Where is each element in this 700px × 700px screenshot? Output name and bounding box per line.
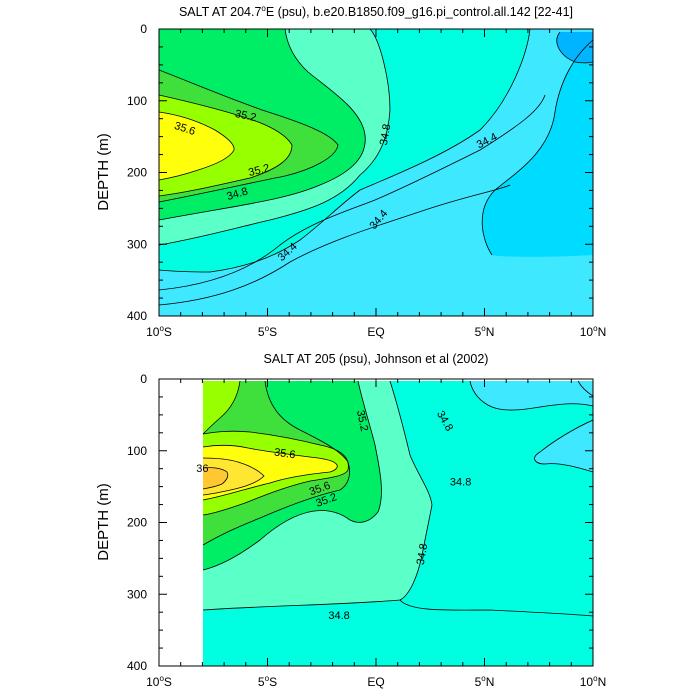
contour-label: 34.8 <box>450 477 471 489</box>
y-tick-label: 0 <box>140 372 147 386</box>
y-axis-label: DEPTH (m) <box>95 483 112 561</box>
contour-line <box>159 29 531 273</box>
contour-label: 35.2 <box>247 162 271 179</box>
x-tick-label: 5oN <box>475 324 495 339</box>
y-tick-label: 100 <box>127 94 147 108</box>
contour-line <box>159 69 339 203</box>
chart-title: SALT AT 204.7oE (psu), b.e20.B1850.f09_g… <box>179 4 573 19</box>
contour-line <box>469 380 593 411</box>
fill-below-34-2 <box>556 32 593 63</box>
x-tick-label: 10oS <box>146 324 172 339</box>
contour-line <box>202 380 433 611</box>
contour-lines <box>159 29 593 306</box>
y-tick-label: 0 <box>140 22 147 36</box>
contour-line <box>202 430 349 516</box>
x-tick-label: 10oN <box>580 674 606 689</box>
x-tick-label: 5oS <box>258 674 277 689</box>
y-tick-label: 200 <box>127 166 147 180</box>
contour-line <box>159 184 511 306</box>
y-tick-label: 300 <box>127 587 147 601</box>
contour-line <box>556 31 593 64</box>
contour-line <box>481 39 593 256</box>
y-tick-label: 300 <box>127 237 147 251</box>
x-tick-label: EQ <box>367 675 384 689</box>
contour-line <box>202 467 229 490</box>
x-axis: 10oS 5oS EQ 5oN 10oN <box>146 379 606 689</box>
x-tick-label: 10oS <box>146 674 172 689</box>
x-tick-label: 10oN <box>580 324 606 339</box>
contour-label: 34.8 <box>328 610 349 622</box>
panel-observations: SALT AT 205 (psu), Johnson et al (2002) <box>95 352 606 689</box>
fill-34-6-to-34-8 <box>470 381 593 411</box>
y-tick-label: 400 <box>127 659 147 673</box>
x-tick-label: 5oS <box>258 324 277 339</box>
contour-label: 35.2 <box>354 409 370 432</box>
contour-line <box>159 94 546 291</box>
fill-below-34-6 <box>578 381 593 396</box>
contour-label: 35.2 <box>234 108 257 124</box>
contour-fills <box>159 29 593 316</box>
contour-label: 36 <box>196 463 208 475</box>
fill-peak <box>203 467 228 489</box>
contour-label: 34.8 <box>378 123 394 146</box>
contour-line <box>159 29 366 221</box>
panel-model: SALT AT 204.7oE (psu), b.e20.B1850.f09_g… <box>95 4 606 339</box>
contour-line <box>159 111 235 181</box>
x-axis: 10oS 5oS EQ 5oN 10oN <box>146 29 606 339</box>
contour-line <box>534 419 593 473</box>
contour-line <box>159 94 293 197</box>
y-axis: 0 100 200 300 400 <box>127 22 593 323</box>
fill-34-2-to-34-4 <box>482 40 593 257</box>
contour-line <box>202 380 350 546</box>
contour-lines <box>202 380 593 617</box>
x-tick-label: 5oN <box>475 674 495 689</box>
y-tick-label: 200 <box>127 516 147 530</box>
contour-line <box>202 457 265 496</box>
contour-line <box>577 380 593 397</box>
y-tick-label: 400 <box>127 309 147 323</box>
contour-line <box>399 599 593 617</box>
contour-line <box>202 380 241 435</box>
y-axis-label: DEPTH (m) <box>95 133 112 211</box>
contour-line <box>202 380 382 571</box>
y-tick-label: 100 <box>127 444 147 458</box>
chart-title: SALT AT 205 (psu), Johnson et al (2002) <box>264 352 489 366</box>
fill-35-6-to-35-8 <box>203 381 240 434</box>
contour-label: 35.6 <box>273 446 296 461</box>
fill-above-35-6 <box>159 112 235 180</box>
contour-label: 34.8 <box>415 543 431 566</box>
fill-34-6-to-34-8 <box>534 420 593 472</box>
contour-fills <box>203 381 593 666</box>
contour-line <box>159 29 391 246</box>
contour-label: 34.8 <box>225 186 249 203</box>
x-tick-label: EQ <box>367 325 384 339</box>
contour-line <box>202 444 338 501</box>
y-axis: 0 100 200 300 400 <box>127 372 593 673</box>
